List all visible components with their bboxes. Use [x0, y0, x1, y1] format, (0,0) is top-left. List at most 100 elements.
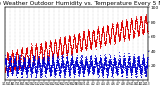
- Point: [38, 65, 41, 67]
- Point: [71, 60, 73, 62]
- Point: [7, 69, 9, 70]
- Point: [102, 63, 105, 64]
- Point: [77, 39, 79, 40]
- Point: [108, 64, 110, 65]
- Point: [142, 30, 145, 31]
- Point: [75, 50, 78, 51]
- Point: [73, 72, 75, 74]
- Point: [127, 63, 129, 65]
- Point: [144, 15, 147, 16]
- Point: [66, 61, 69, 62]
- Point: [24, 63, 26, 65]
- Point: [47, 61, 50, 63]
- Point: [87, 73, 89, 75]
- Point: [135, 19, 137, 21]
- Point: [49, 43, 52, 44]
- Point: [116, 25, 118, 27]
- Point: [136, 32, 139, 33]
- Point: [143, 23, 145, 25]
- Point: [33, 62, 35, 63]
- Point: [118, 61, 121, 62]
- Point: [4, 62, 7, 63]
- Point: [124, 32, 126, 33]
- Point: [6, 72, 9, 74]
- Point: [62, 69, 64, 71]
- Point: [126, 70, 128, 72]
- Point: [121, 24, 123, 25]
- Point: [48, 62, 51, 63]
- Point: [108, 65, 110, 66]
- Point: [128, 62, 131, 64]
- Point: [28, 63, 30, 64]
- Point: [62, 42, 65, 43]
- Point: [121, 70, 124, 71]
- Point: [59, 40, 61, 41]
- Point: [40, 48, 43, 50]
- Point: [32, 64, 34, 66]
- Point: [83, 36, 85, 37]
- Point: [48, 49, 51, 50]
- Point: [139, 21, 141, 23]
- Point: [93, 39, 96, 41]
- Point: [32, 62, 35, 63]
- Point: [121, 72, 123, 73]
- Point: [72, 45, 74, 46]
- Point: [59, 70, 62, 72]
- Point: [45, 44, 47, 45]
- Point: [14, 63, 16, 64]
- Point: [53, 42, 56, 44]
- Point: [125, 72, 127, 74]
- Point: [118, 64, 121, 65]
- Point: [111, 75, 113, 76]
- Point: [16, 53, 19, 54]
- Point: [22, 63, 25, 64]
- Point: [18, 66, 20, 67]
- Point: [96, 29, 99, 30]
- Point: [44, 45, 47, 46]
- Point: [100, 33, 103, 35]
- Point: [130, 21, 132, 22]
- Point: [80, 50, 82, 51]
- Point: [25, 71, 28, 72]
- Point: [110, 66, 112, 68]
- Point: [44, 45, 46, 46]
- Point: [27, 59, 29, 60]
- Point: [143, 19, 146, 21]
- Point: [113, 41, 116, 42]
- Point: [29, 58, 31, 59]
- Point: [9, 64, 12, 65]
- Point: [127, 35, 130, 37]
- Point: [10, 59, 12, 60]
- Point: [34, 67, 36, 69]
- Point: [135, 76, 138, 78]
- Point: [20, 73, 23, 75]
- Point: [101, 69, 103, 70]
- Point: [96, 29, 99, 31]
- Point: [89, 45, 91, 47]
- Point: [74, 49, 77, 50]
- Point: [119, 58, 121, 60]
- Point: [133, 64, 135, 66]
- Point: [23, 60, 25, 61]
- Point: [28, 65, 31, 67]
- Point: [44, 44, 47, 46]
- Point: [28, 64, 31, 65]
- Point: [42, 56, 44, 58]
- Point: [71, 46, 74, 47]
- Point: [16, 53, 19, 55]
- Point: [113, 64, 115, 66]
- Point: [140, 61, 143, 62]
- Point: [25, 49, 27, 51]
- Point: [21, 49, 23, 50]
- Point: [56, 53, 58, 55]
- Point: [14, 58, 17, 60]
- Point: [27, 59, 30, 60]
- Point: [58, 69, 60, 71]
- Point: [54, 40, 57, 42]
- Point: [35, 46, 38, 48]
- Point: [36, 64, 39, 66]
- Point: [135, 69, 138, 70]
- Point: [53, 42, 56, 43]
- Point: [134, 68, 136, 69]
- Point: [5, 62, 8, 63]
